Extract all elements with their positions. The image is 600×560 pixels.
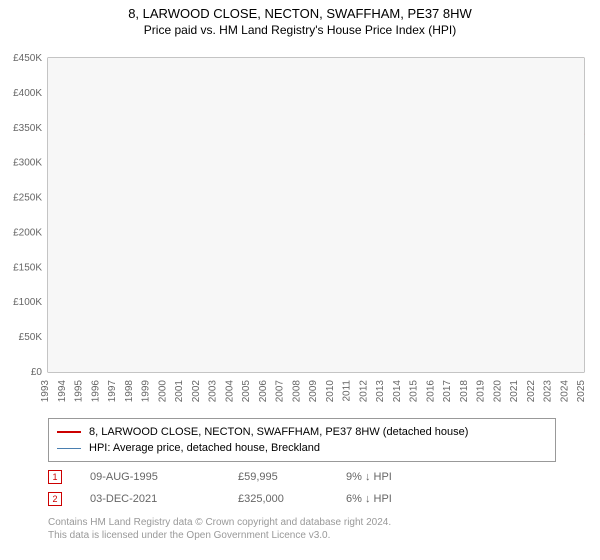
x-tick-label: 2015 [409, 380, 420, 403]
transaction-badge: 1 [48, 470, 62, 484]
x-tick-label: 1993 [40, 380, 51, 403]
x-tick-label: 2025 [576, 380, 587, 403]
chart: £0 £50K £100K £150K £200K £250K £300K £350K £400… [0, 48, 600, 408]
legend-label: HPI: Average price, detached house, Brec… [89, 442, 320, 454]
y-tick-label: £50K [19, 332, 43, 343]
x-tick-label: 2008 [291, 380, 302, 403]
x-tick-label: 2005 [241, 380, 252, 403]
transaction-delta: 6% ↓ HPI [346, 493, 446, 505]
x-tick-label: 2012 [358, 380, 369, 403]
x-tick-label: 1998 [124, 380, 135, 403]
x-tick-label: 1995 [74, 380, 85, 403]
legend-swatch [57, 448, 81, 449]
x-tick-label: 2018 [459, 380, 470, 403]
x-tick-label: 2014 [392, 380, 403, 403]
x-tick-label: 2009 [308, 380, 319, 403]
footer-line-1: Contains HM Land Registry data © Crown c… [48, 516, 391, 529]
x-tick-label: 2002 [191, 380, 202, 403]
y-tick-label: £250K [13, 193, 42, 204]
footer-line-2: This data is licensed under the Open Gov… [48, 529, 391, 542]
legend-row: 8, LARWOOD CLOSE, NECTON, SWAFFHAM, PE37… [57, 424, 547, 440]
legend: 8, LARWOOD CLOSE, NECTON, SWAFFHAM, PE37… [48, 418, 556, 462]
x-tick-label: 2021 [509, 380, 520, 403]
y-tick-label: £200K [13, 227, 42, 238]
legend-label: 8, LARWOOD CLOSE, NECTON, SWAFFHAM, PE37… [89, 426, 468, 438]
x-tick-label: 2022 [526, 380, 537, 403]
x-tick-label: 2010 [325, 380, 336, 403]
x-tick-label: 2017 [442, 380, 453, 403]
x-tick-label: 2024 [559, 380, 570, 403]
x-tick-label: 1994 [57, 380, 68, 403]
transactions-table: 1 09-AUG-1995 £59,995 9% ↓ HPI 2 03-DEC-2021 £… [48, 466, 446, 510]
x-tick-label: 2004 [224, 380, 235, 403]
transaction-price: £59,995 [238, 471, 318, 483]
x-tick-label: 1996 [90, 380, 101, 403]
transaction-badge: 2 [48, 492, 62, 506]
transaction-date: 09-AUG-1995 [90, 471, 210, 483]
chart-subtitle: Price paid vs. HM Land Registry's House … [0, 21, 600, 37]
x-tick-label: 1997 [107, 380, 118, 403]
transaction-delta: 9% ↓ HPI [346, 471, 446, 483]
x-tick-label: 2006 [258, 380, 269, 403]
x-tick-label: 2019 [476, 380, 487, 403]
x-tick-label: 2016 [425, 380, 436, 403]
transaction-price: £325,000 [238, 493, 318, 505]
x-tick-label: 1999 [141, 380, 152, 403]
footer: Contains HM Land Registry data © Crown c… [48, 516, 391, 542]
y-tick-label: £400K [13, 88, 42, 99]
x-tick-label: 2011 [342, 380, 353, 402]
x-tick-label: 2023 [543, 380, 554, 403]
transaction-row: 2 03-DEC-2021 £325,000 6% ↓ HPI [48, 488, 446, 510]
legend-swatch [57, 431, 81, 433]
y-tick-label: £150K [13, 262, 42, 273]
x-tick-label: 2000 [157, 380, 168, 403]
transaction-date: 03-DEC-2021 [90, 493, 210, 505]
plot-background [48, 58, 584, 372]
legend-row: HPI: Average price, detached house, Brec… [57, 440, 547, 456]
x-tick-label: 2001 [174, 380, 185, 403]
y-tick-label: £300K [13, 158, 42, 169]
x-tick-label: 2003 [208, 380, 219, 403]
x-tick-label: 2007 [275, 380, 286, 403]
x-tick-label: 2020 [492, 380, 503, 403]
y-tick-label: £450K [13, 53, 42, 64]
y-tick-label: £100K [13, 297, 42, 308]
x-tick-label: 2013 [375, 380, 386, 403]
y-tick-label: £350K [13, 123, 42, 134]
transaction-row: 1 09-AUG-1995 £59,995 9% ↓ HPI [48, 466, 446, 488]
chart-title: 8, LARWOOD CLOSE, NECTON, SWAFFHAM, PE37… [0, 0, 600, 21]
y-tick-label: £0 [31, 367, 43, 378]
